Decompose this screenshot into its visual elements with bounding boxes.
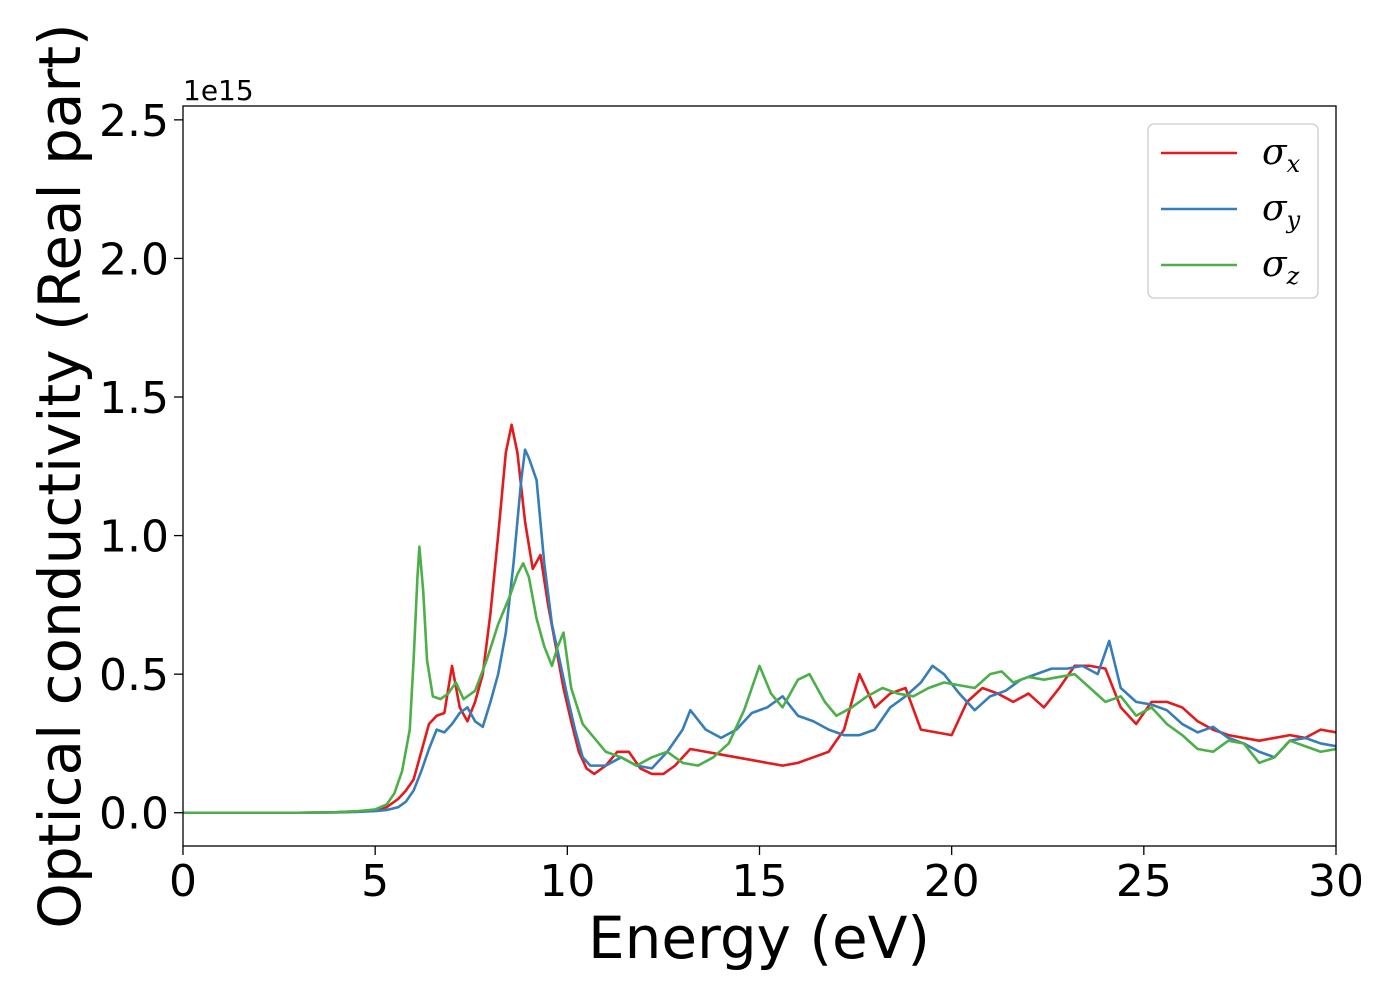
y-tick-label: 0.0 bbox=[99, 789, 169, 840]
x-tick-label: 5 bbox=[361, 856, 389, 907]
y-axis-offset-label: 1e15 bbox=[183, 74, 254, 107]
legend-symbol: σ bbox=[1262, 188, 1288, 229]
legend-symbol: σ bbox=[1262, 244, 1288, 285]
x-axis-ticks: 0 5 10 15 20 25 30 bbox=[169, 846, 1364, 907]
legend-subscript: x bbox=[1287, 150, 1301, 178]
legend-label-z: σz bbox=[1262, 244, 1300, 290]
y-tick-label: 2.0 bbox=[99, 234, 169, 285]
x-tick-label: 15 bbox=[732, 856, 788, 907]
y-tick-label: 1.0 bbox=[99, 512, 169, 563]
legend-symbol: σ bbox=[1262, 132, 1288, 173]
x-tick-label: 20 bbox=[924, 856, 980, 907]
y-axis-label: Optical conductivity (Real part) bbox=[26, 23, 94, 928]
y-tick-label: 2.5 bbox=[99, 96, 169, 147]
legend-subscript: z bbox=[1286, 262, 1300, 290]
y-tick-label: 1.5 bbox=[99, 373, 169, 424]
y-axis-ticks: 0.0 0.5 1.0 1.5 2.0 2.5 bbox=[99, 96, 183, 840]
series-line-x bbox=[183, 423, 1336, 815]
x-tick-label: 25 bbox=[1116, 856, 1172, 907]
x-axis-label: Energy (eV) bbox=[588, 904, 930, 972]
legend-subscript: y bbox=[1286, 206, 1301, 234]
y-tick-label: 0.5 bbox=[99, 650, 169, 701]
series-layer bbox=[183, 423, 1336, 815]
legend-label-x: σx bbox=[1262, 132, 1301, 178]
legend-frame bbox=[1147, 123, 1319, 299]
legend-label-y: σy bbox=[1262, 188, 1301, 234]
x-tick-label: 0 bbox=[169, 856, 197, 907]
x-tick-label: 30 bbox=[1308, 856, 1364, 907]
x-tick-label: 10 bbox=[539, 856, 595, 907]
series-line-y bbox=[183, 448, 1336, 815]
series-line-z bbox=[183, 545, 1336, 815]
